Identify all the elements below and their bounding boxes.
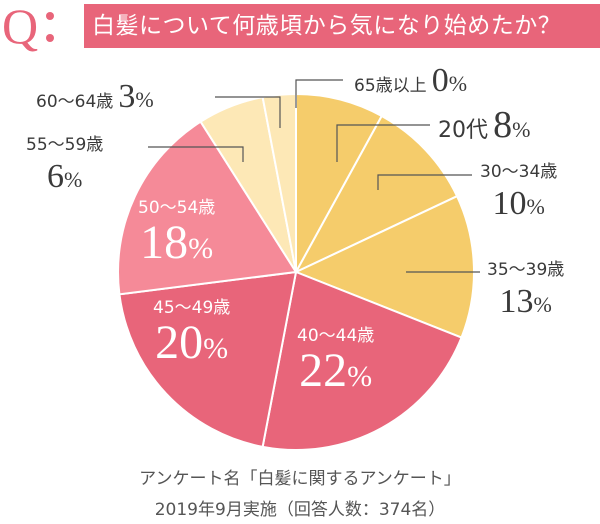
leader-30 (377, 174, 472, 190)
pie-slice-6 (117, 120, 298, 296)
label-45-49: 45〜49歳 20% (153, 298, 231, 369)
survey-date: 2019年9月実施（回答人数：374名） (154, 500, 446, 520)
leader-20 (336, 124, 430, 162)
pie-slice-4 (261, 270, 463, 451)
question-title: 白髪について何歳頃から気になり始めたか？ (84, 4, 600, 48)
pie-slice-1 (295, 92, 384, 273)
leader-lines (148, 79, 480, 273)
pie-slice-5 (118, 270, 298, 449)
label-65-over: 65歳以上 0% (354, 62, 468, 99)
label-50-54: 50〜54歳 18% (138, 198, 216, 269)
q-colon (46, 10, 54, 44)
pie-slice-3 (293, 194, 475, 339)
pie-slice-2 (293, 114, 459, 275)
label-60-64: 60〜64歳 3% (36, 78, 154, 115)
q-mark: Q (2, 0, 39, 54)
label-30-34: 30〜34歳 10% (480, 162, 558, 222)
survey-name: アンケート名「白髪に関するアンケート」 (139, 469, 461, 489)
pie-slices (117, 92, 475, 451)
label-55-59: 55〜59歳 6% (26, 135, 104, 195)
leader-60 (215, 96, 281, 128)
label-35-39: 35〜39歳 13% (487, 260, 565, 320)
leader-65 (295, 79, 343, 108)
label-40-44: 40〜44歳 22% (297, 326, 375, 397)
label-20s: 20代 8% (438, 104, 531, 146)
leader-55 (148, 146, 244, 162)
